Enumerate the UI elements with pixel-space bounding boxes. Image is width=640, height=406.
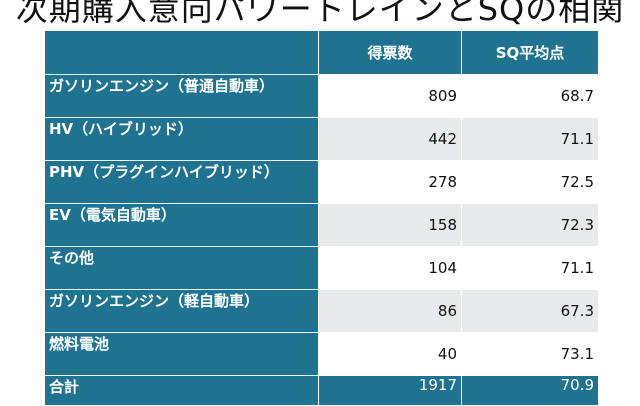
table-row: PHV（プラグインハイブリッド） 278 72.5 xyxy=(44,160,599,204)
sq-cell: 71.1 xyxy=(461,246,599,290)
header-votes: 得票数 xyxy=(318,30,462,75)
table-row: HV（ハイブリッド） 442 71.1 xyxy=(44,117,599,161)
sq-cell: 72.5 xyxy=(461,160,599,204)
header-sq-average: SQ平均点 xyxy=(461,30,599,75)
total-votes: 1917 xyxy=(318,375,462,406)
total-label: 合計 xyxy=(44,375,319,406)
row-label: PHV（プラグインハイブリッド） xyxy=(44,160,319,204)
votes-cell: 809 xyxy=(318,74,462,118)
sq-cell: 67.3 xyxy=(461,289,599,333)
table-row: 燃料電池 40 73.1 xyxy=(44,332,599,376)
sq-cell: 72.3 xyxy=(461,203,599,247)
votes-cell: 442 xyxy=(318,117,462,161)
page-title: 次期購入意向パワートレインとSQの相関 xyxy=(15,0,625,28)
data-table: 得票数 SQ平均点 ガソリンエンジン（普通自動車） 809 68.7 HV（ハイ… xyxy=(44,30,599,406)
row-label: HV（ハイブリッド） xyxy=(44,117,319,161)
sq-cell: 68.7 xyxy=(461,74,599,118)
total-sq: 70.9 xyxy=(461,375,599,406)
table-header-row: 得票数 SQ平均点 xyxy=(44,30,599,75)
votes-cell: 104 xyxy=(318,246,462,290)
total-row: 合計 1917 70.9 xyxy=(44,375,599,406)
table-row: ガソリンエンジン（軽自動車） 86 67.3 xyxy=(44,289,599,333)
table-row: ガソリンエンジン（普通自動車） 809 68.7 xyxy=(44,74,599,118)
row-label: ガソリンエンジン（軽自動車） xyxy=(44,289,319,333)
table-row: EV（電気自動車） 158 72.3 xyxy=(44,203,599,247)
votes-cell: 158 xyxy=(318,203,462,247)
header-corner-cell xyxy=(44,30,319,75)
row-label: ガソリンエンジン（普通自動車） xyxy=(44,74,319,118)
sq-cell: 71.1 xyxy=(461,117,599,161)
votes-cell: 86 xyxy=(318,289,462,333)
votes-cell: 278 xyxy=(318,160,462,204)
votes-cell: 40 xyxy=(318,332,462,376)
row-label: 燃料電池 xyxy=(44,332,319,376)
sq-cell: 73.1 xyxy=(461,332,599,376)
row-label: その他 xyxy=(44,246,319,290)
row-label: EV（電気自動車） xyxy=(44,203,319,247)
table-row: その他 104 71.1 xyxy=(44,246,599,290)
